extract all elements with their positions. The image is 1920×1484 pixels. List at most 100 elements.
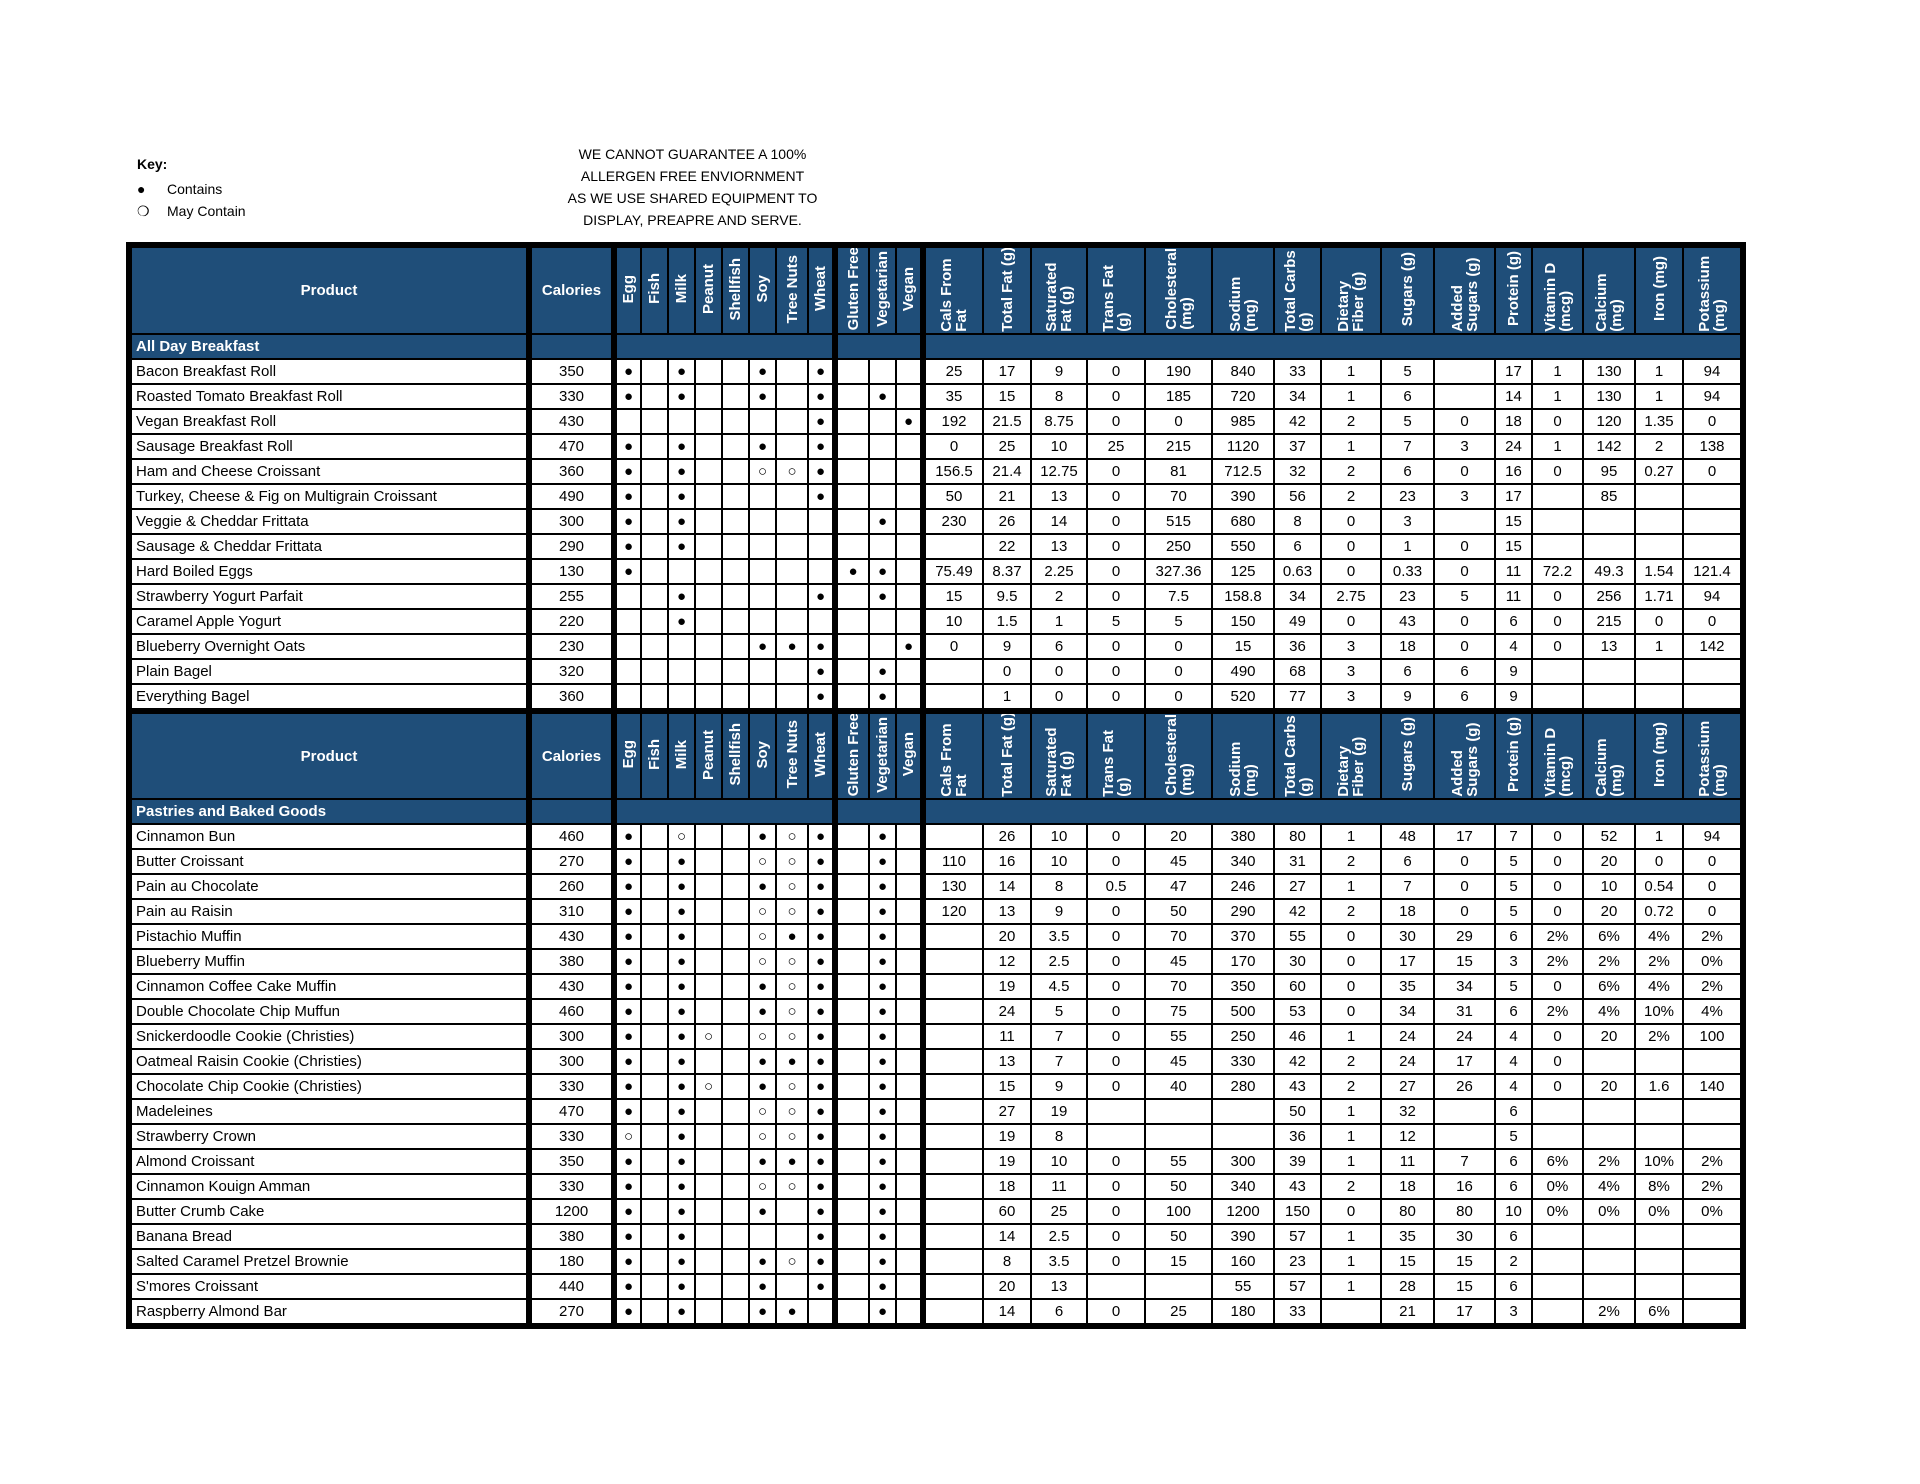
- calories-cell: 380: [526, 1223, 615, 1251]
- product-name: Hard Boiled Eggs: [128, 557, 530, 585]
- contains-vegetarian-icon: ●: [868, 1248, 897, 1276]
- table-row: Caramel Apple Yogurt 220 ● 10 1.5 1 5 5 150 49 0 43…: [128, 607, 1744, 635]
- mark-vegetarian: [868, 607, 897, 635]
- column-header-label: Vegan: [900, 266, 917, 311]
- value-total-fat-g: 18: [982, 1173, 1032, 1201]
- value-potassium-mg: [1682, 507, 1744, 535]
- value-protein-g: 2: [1494, 1248, 1533, 1276]
- mark-vegan: [895, 1298, 924, 1328]
- value-calcium-mg: 4%: [1582, 1173, 1636, 1201]
- mark-gluten-free: [832, 1273, 870, 1301]
- contains-vegetarian-icon: ●: [868, 1198, 897, 1226]
- contains-vegetarian-icon: ●: [868, 973, 897, 1001]
- mark-shellfish: [721, 1173, 750, 1201]
- mark-gluten-free: [832, 1198, 870, 1226]
- table-row: Ham and Cheese Croissant 360 ● ● ○ ○ ● 156.5 21.…: [128, 457, 1744, 485]
- header-row: Product Calories Egg Fish Milk Peanut Shellfis…: [128, 707, 1744, 801]
- value-potassium-mg: 2%: [1682, 923, 1744, 951]
- mark-peanut: [694, 873, 723, 901]
- calories-cell: 330: [526, 1073, 615, 1101]
- table-row: Chocolate Chip Cookie (Christies) 330 ● ● ○ ●…: [128, 1073, 1744, 1101]
- value-iron-mg: [1634, 532, 1684, 560]
- column-header-trans-fat-g: Trans Fat (g): [1086, 707, 1146, 801]
- mark-gluten-free: [832, 1123, 870, 1151]
- value-cholesteral-mg: 250: [1144, 532, 1213, 560]
- value-total-carbs-g: 30: [1273, 948, 1322, 976]
- value-added-sugars-g: 0: [1433, 407, 1496, 435]
- value-total-carbs-g: 36: [1273, 632, 1322, 660]
- value-total-fat-g: 1: [982, 682, 1032, 712]
- value-saturated-fat-g: 11: [1030, 1173, 1088, 1201]
- table-row: Plain Bagel 320 ● ● 0 0 0 0 490 68 3 6 6 9: [128, 657, 1744, 685]
- mark-vegan: [895, 457, 924, 485]
- product-name: Vegan Breakfast Roll: [128, 407, 530, 435]
- value-trans-fat-g: 0: [1086, 1023, 1146, 1051]
- product-name: Cinnamon Bun: [128, 823, 530, 851]
- contains-vegetarian-icon: ●: [868, 1273, 897, 1301]
- mark-peanut: [694, 557, 723, 585]
- contains-soy-icon: ●: [748, 1248, 777, 1276]
- contains-wheat-icon: ●: [807, 973, 836, 1001]
- mark-peanut: [694, 657, 723, 685]
- value-saturated-fat-g: 13: [1030, 482, 1088, 510]
- contains-vegetarian-icon: ●: [868, 998, 897, 1026]
- value-saturated-fat-g: 9: [1030, 357, 1088, 385]
- value-added-sugars-g: [1433, 1098, 1496, 1126]
- table-row: Cinnamon Kouign Amman 330 ● ● ○ ○ ● ● 18 11 0 50 340…: [128, 1173, 1744, 1201]
- value-iron-mg: 0: [1634, 848, 1684, 876]
- value-dietary-fiber-g: [1320, 1298, 1382, 1328]
- column-header-label: Egg: [620, 740, 637, 769]
- contains-vegetarian-icon: ●: [868, 1123, 897, 1151]
- value-cals-from-fat: [920, 1023, 984, 1051]
- value-sodium-mg: 150: [1211, 607, 1275, 635]
- value-protein-g: 6: [1494, 1273, 1533, 1301]
- value-calcium-mg: 49.3: [1582, 557, 1636, 585]
- calories-cell: 220: [526, 607, 615, 635]
- contains-egg-icon: ●: [611, 1273, 642, 1301]
- mark-shellfish: [721, 1048, 750, 1076]
- column-header-label: Vegetarian: [874, 716, 891, 793]
- contains-wheat-icon: ●: [807, 898, 836, 926]
- value-total-carbs-g: 49: [1273, 607, 1322, 635]
- mark-gluten-free: [832, 898, 870, 926]
- contains-wheat-icon: ●: [807, 382, 836, 410]
- contains-milk-icon: ●: [667, 1198, 696, 1226]
- contains-egg-icon: ●: [611, 998, 642, 1026]
- mark-shellfish: [721, 923, 750, 951]
- mark-fish: [640, 823, 669, 851]
- value-added-sugars-g: 0: [1433, 557, 1496, 585]
- value-trans-fat-g: 0: [1086, 682, 1146, 712]
- value-potassium-mg: [1682, 1248, 1744, 1276]
- contains-soy-icon: ●: [748, 998, 777, 1026]
- contains-wheat-icon: ●: [807, 632, 836, 660]
- value-total-carbs-g: 34: [1273, 582, 1322, 610]
- value-iron-mg: [1634, 507, 1684, 535]
- product-name: Oatmeal Raisin Cookie (Christies): [128, 1048, 530, 1076]
- contains-wheat-icon: ●: [807, 848, 836, 876]
- value-dietary-fiber-g: 1: [1320, 823, 1382, 851]
- value-dietary-fiber-g: 1: [1320, 1098, 1382, 1126]
- value-dietary-fiber-g: 0: [1320, 557, 1382, 585]
- value-iron-mg: 8%: [1634, 1173, 1684, 1201]
- value-cholesteral-mg: [1144, 1273, 1213, 1301]
- value-sugars-g: 12: [1380, 1123, 1435, 1151]
- column-header-label: Potassium (mg): [1696, 721, 1728, 797]
- value-total-fat-g: 13: [982, 898, 1032, 926]
- mark-vegan: [895, 657, 924, 685]
- mark-vegan: [895, 607, 924, 635]
- value-sodium-mg: 280: [1211, 1073, 1275, 1101]
- column-header-shellfish: Shellfish: [721, 707, 750, 801]
- contains-wheat-icon: ●: [807, 1223, 836, 1251]
- value-total-carbs-g: 42: [1273, 407, 1322, 435]
- value-protein-g: 24: [1494, 432, 1533, 460]
- value-added-sugars-g: 6: [1433, 682, 1496, 712]
- value-total-fat-g: 27: [982, 1098, 1032, 1126]
- value-cholesteral-mg: 45: [1144, 948, 1213, 976]
- mark-fish: [640, 382, 669, 410]
- value-added-sugars-g: 0: [1433, 848, 1496, 876]
- value-cholesteral-mg: 45: [1144, 1048, 1213, 1076]
- mark-peanut: [694, 948, 723, 976]
- value-trans-fat-g: [1086, 1123, 1146, 1151]
- value-dietary-fiber-g: 1: [1320, 873, 1382, 901]
- mark-peanut: [694, 1098, 723, 1126]
